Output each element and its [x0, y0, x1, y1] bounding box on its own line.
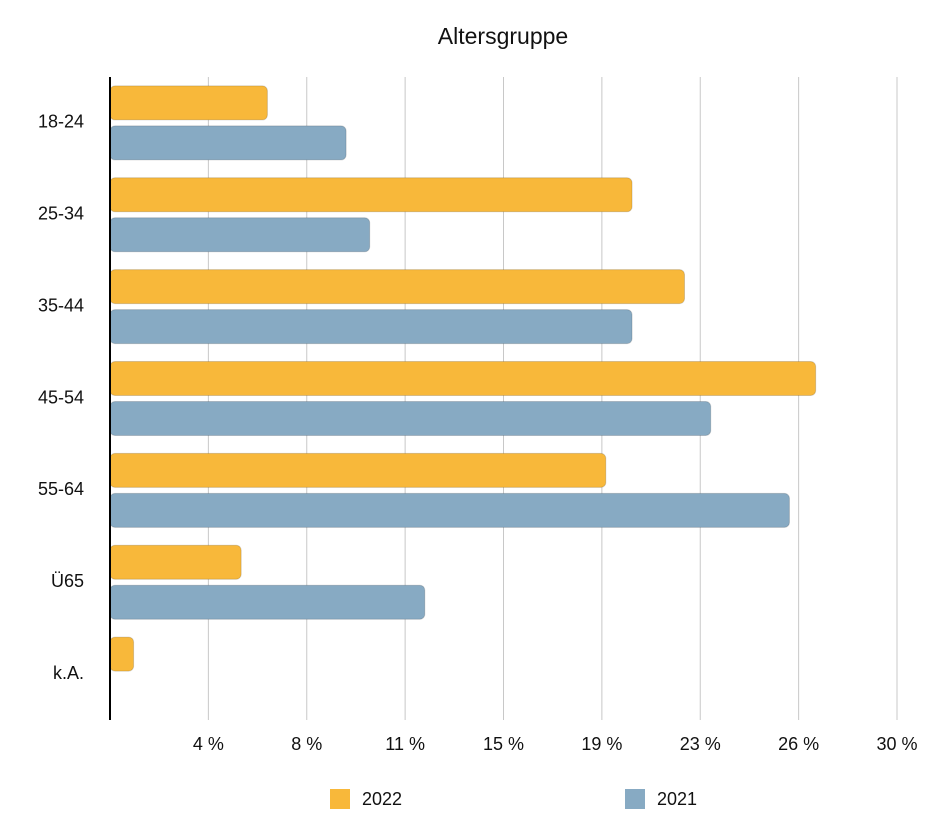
legend-label: 2022: [362, 789, 402, 809]
y-tick-label: 45-54: [38, 387, 84, 407]
bar: [109, 217, 371, 253]
y-tick-label: 55-64: [38, 479, 84, 499]
x-tick-label: 23 %: [680, 734, 721, 754]
legend-swatch: [330, 789, 350, 809]
x-tick-label: 19 %: [581, 734, 622, 754]
y-tick-label: k.A.: [53, 663, 84, 683]
chart-title: Altersgruppe: [438, 23, 568, 49]
bar: [109, 309, 633, 345]
bar: [109, 361, 817, 396]
x-tick-label: 15 %: [483, 734, 524, 754]
x-tick-label: 4 %: [193, 734, 224, 754]
bar: [109, 544, 242, 580]
bar: [109, 401, 712, 436]
y-tick-label: 35-44: [38, 295, 84, 315]
bar: [109, 492, 790, 528]
legend-label: 2021: [657, 789, 697, 809]
x-tick-label: 30 %: [876, 734, 917, 754]
x-tick-label: 11 %: [385, 734, 425, 754]
y-tick-label: 25-34: [38, 204, 84, 224]
bar: [109, 177, 633, 213]
bar: [109, 269, 686, 305]
bar: [109, 85, 268, 121]
bar: [109, 125, 347, 161]
y-tick-label: Ü65: [51, 571, 84, 591]
bar: [109, 452, 607, 488]
bar: [109, 636, 135, 672]
x-tick-label: 26 %: [778, 734, 819, 754]
x-tick-label: 8 %: [291, 734, 322, 754]
bar: [109, 584, 426, 620]
legend-swatch: [625, 789, 645, 809]
y-tick-label: 18-24: [38, 112, 84, 132]
